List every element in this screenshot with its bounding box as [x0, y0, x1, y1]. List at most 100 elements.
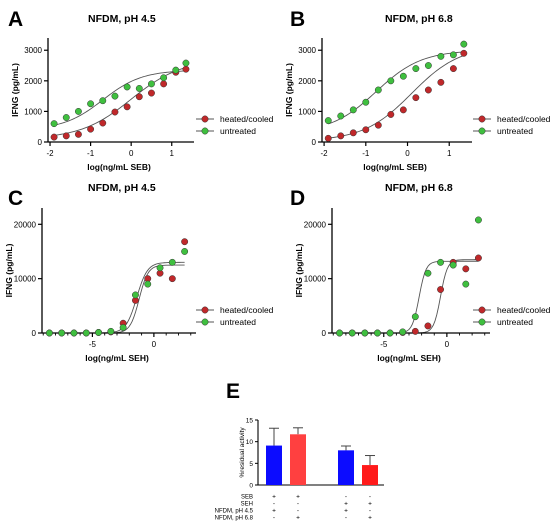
fit-curve	[49, 261, 185, 334]
data-point	[474, 216, 482, 224]
data-point	[349, 129, 357, 137]
data-point	[148, 80, 155, 88]
y-axis-label: IFNG (pg/mL)	[4, 243, 14, 297]
condition-mark: -	[369, 494, 371, 501]
y-axis-label: %residual activity	[239, 427, 246, 478]
data-point	[50, 120, 58, 128]
data-point	[460, 49, 468, 57]
legend-marker	[478, 127, 486, 135]
data-point	[107, 327, 115, 335]
data-point	[181, 238, 189, 246]
y-tick-label: 0	[38, 138, 43, 147]
data-point	[399, 328, 407, 336]
data-point	[99, 119, 107, 127]
data-point	[62, 114, 70, 121]
y-axis-label: IFNG (pg/mL)	[284, 63, 294, 117]
condition-mark: +	[296, 515, 300, 522]
data-point	[437, 52, 445, 60]
data-point	[337, 132, 345, 140]
condition-mark: +	[368, 515, 372, 522]
panel-title: NFDM, pH 4.5	[88, 182, 156, 194]
data-point	[168, 258, 176, 266]
y-tick-label: 10	[246, 439, 254, 446]
data-point	[412, 65, 420, 73]
legend-marker	[478, 306, 486, 314]
data-point	[399, 106, 407, 114]
y-tick-label: 10000	[14, 275, 37, 284]
data-point	[135, 85, 143, 92]
bar	[290, 434, 306, 485]
data-point	[144, 280, 152, 288]
data-point	[111, 108, 119, 116]
data-point	[58, 329, 66, 337]
y-tick-label: 2000	[24, 77, 42, 86]
data-point	[119, 324, 127, 332]
data-point	[411, 313, 419, 321]
x-axis-label: log(ng/mL SEH)	[85, 353, 149, 363]
bar	[338, 450, 354, 485]
data-point	[348, 329, 356, 337]
legend-label: heated/cooled	[497, 114, 550, 124]
condition-label: NFDM, pH 6.8	[215, 516, 254, 522]
condition-mark: -	[345, 494, 347, 501]
panel-letter: A	[8, 8, 23, 31]
data-point	[462, 280, 470, 288]
condition-mark: -	[345, 515, 347, 522]
data-point	[460, 40, 468, 48]
x-axis-label: log(ng/mL SEB)	[87, 162, 151, 172]
data-point	[182, 59, 190, 67]
condition-mark: +	[344, 508, 348, 515]
x-axis-label: log(ng/mL SEB)	[363, 162, 427, 172]
condition-mark: -	[297, 501, 299, 508]
data-point	[449, 65, 457, 73]
x-tick-label: -1	[87, 149, 95, 158]
data-point	[82, 329, 90, 337]
data-point	[362, 98, 370, 106]
data-point	[462, 265, 470, 273]
condition-mark: -	[273, 501, 275, 508]
data-point	[437, 286, 445, 293]
condition-mark: +	[344, 501, 348, 508]
legend-marker	[201, 127, 209, 135]
data-point	[424, 86, 432, 94]
x-tick-label: 0	[445, 340, 450, 349]
condition-mark: +	[296, 494, 300, 501]
condition-mark: -	[297, 508, 299, 515]
panel-letter: E	[226, 380, 240, 403]
y-tick-label: 1000	[298, 107, 316, 116]
data-point	[373, 329, 381, 337]
y-tick-label: 3000	[24, 46, 42, 55]
data-point	[99, 97, 107, 105]
data-point	[349, 106, 357, 114]
data-point	[474, 254, 482, 262]
y-axis-label: IFNG (pg/mL)	[294, 243, 304, 297]
condition-mark: -	[273, 515, 275, 522]
legend-label: heated/cooled	[497, 305, 550, 315]
x-tick-label: 0	[129, 149, 134, 158]
data-point	[172, 66, 180, 74]
data-point	[449, 51, 457, 59]
x-tick-label: 1	[447, 149, 452, 158]
legend-label: untreated	[497, 126, 533, 136]
data-point	[74, 130, 82, 138]
data-point	[50, 133, 58, 141]
data-point	[181, 248, 189, 255]
panel-letter: D	[290, 187, 305, 210]
legend-label: heated/cooled	[220, 114, 274, 124]
x-tick-label: -2	[321, 149, 329, 158]
data-point	[386, 329, 394, 337]
legend-marker	[478, 318, 486, 326]
fit-curve	[339, 259, 479, 334]
x-tick-label: -1	[362, 149, 370, 158]
x-axis-label: log(ng/mL SEH)	[377, 353, 441, 363]
condition-label: SEH	[241, 502, 253, 508]
panel-title: NFDM, pH 6.8	[385, 13, 453, 25]
y-tick-label: 2000	[298, 77, 316, 86]
y-tick-label: 0	[322, 329, 327, 338]
data-point	[399, 72, 407, 80]
fit-curve	[328, 55, 464, 139]
panel-title: NFDM, pH 6.8	[385, 182, 453, 194]
data-point	[336, 329, 344, 337]
condition-mark: +	[272, 508, 276, 515]
